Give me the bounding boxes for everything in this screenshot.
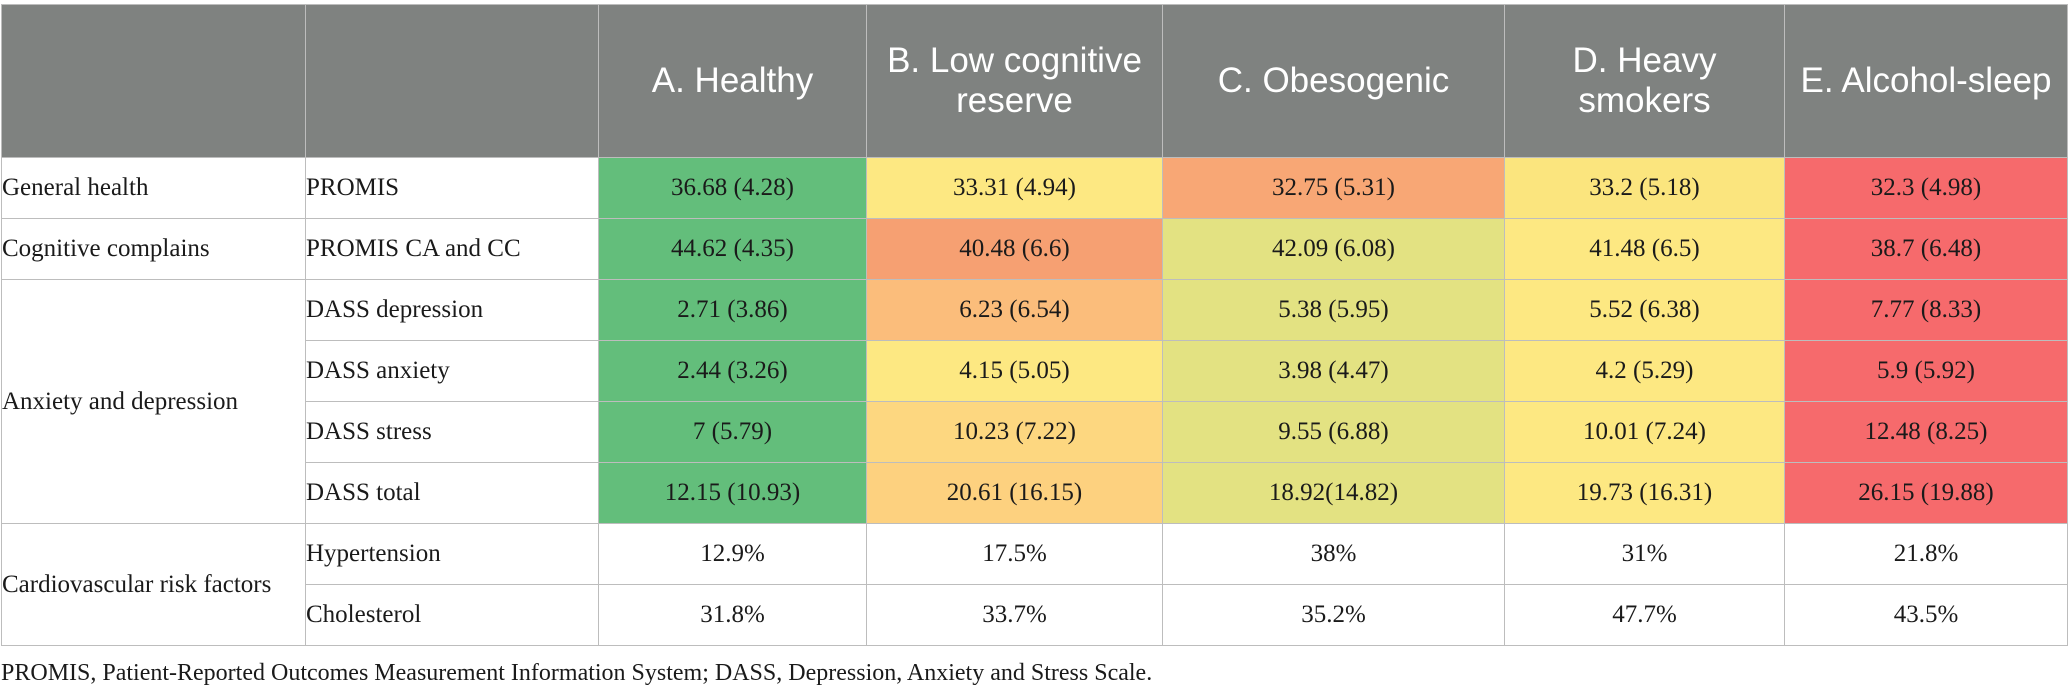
measure-label-cell: PROMIS CA and CC (305, 218, 599, 280)
value-cell: 5.52 (6.38) (1504, 279, 1785, 341)
value-cell: 3.98 (4.47) (1162, 340, 1505, 402)
table-row: Cholesterol 31.8% 33.7% 35.2% 47.7% 43.5% (2, 584, 2068, 646)
header-cell-alcohol-sleep: E. Alcohol-sleep (1784, 4, 2068, 158)
value-cell: 12.15 (10.93) (598, 462, 867, 524)
value-cell: 6.23 (6.54) (866, 279, 1163, 341)
value-cell: 33.2 (5.18) (1504, 157, 1785, 219)
group-label-cell: Anxiety and depression (1, 279, 306, 524)
header-cell-low-cognitive-reserve: B. Low cognitive reserve (866, 4, 1163, 158)
value-cell: 33.7% (866, 584, 1163, 646)
value-cell: 31% (1504, 523, 1785, 585)
table-row: DASS total 12.15 (10.93) 20.61 (16.15) 18.9… (2, 462, 2068, 524)
measure-label-cell: DASS depression (305, 279, 599, 341)
measure-label-cell: PROMIS (305, 157, 599, 219)
value-cell: 17.5% (866, 523, 1163, 585)
value-cell: 4.15 (5.05) (866, 340, 1163, 402)
value-cell: 32.3 (4.98) (1784, 157, 2068, 219)
value-cell: 32.75 (5.31) (1162, 157, 1505, 219)
value-cell: 20.61 (16.15) (866, 462, 1163, 524)
table-footnote: PROMIS, Patient-Reported Outcomes Measur… (1, 660, 1153, 686)
value-cell: 43.5% (1784, 584, 2068, 646)
value-cell: 4.2 (5.29) (1504, 340, 1785, 402)
value-cell: 10.23 (7.22) (866, 401, 1163, 463)
table-row: Cognitive complains PROMIS CA and CC 44.62… (1, 218, 2068, 280)
value-cell: 21.8% (1784, 523, 2068, 585)
value-cell: 7 (5.79) (598, 401, 867, 463)
group-label-cell: Cardiovascular risk factors (1, 523, 306, 646)
results-table: A. Healthy B. Low cognitive reserve C. O… (1, 4, 2068, 646)
table-row: Anxiety and depression DASS depression 2.7… (1, 279, 2068, 524)
measure-label-cell: DASS total (305, 462, 599, 524)
measure-label-cell: Cholesterol (305, 584, 599, 646)
value-cell: 31.8% (598, 584, 867, 646)
measure-label-cell: DASS stress (305, 401, 599, 463)
value-cell: 9.55 (6.88) (1162, 401, 1505, 463)
group-label-cell: General health (1, 157, 306, 219)
value-cell: 7.77 (8.33) (1784, 279, 2068, 341)
table-body: General health PROMIS 36.68 (4.28) 33.31 (4… (1, 157, 2068, 646)
value-cell: 38.7 (6.48) (1784, 218, 2068, 280)
value-cell: 35.2% (1162, 584, 1505, 646)
value-cell: 33.31 (4.94) (866, 157, 1163, 219)
value-cell: 18.92(14.82) (1162, 462, 1505, 524)
value-cell: 47.7% (1504, 584, 1785, 646)
value-cell: 41.48 (6.5) (1504, 218, 1785, 280)
value-cell: 26.15 (19.88) (1784, 462, 2068, 524)
value-cell: 19.73 (16.31) (1504, 462, 1785, 524)
measure-label-cell: Hypertension (305, 523, 599, 585)
table-row: DASS anxiety 2.44 (3.26) 4.15 (5.05) 3.98 (… (2, 340, 2068, 402)
value-cell: 12.48 (8.25) (1784, 401, 2068, 463)
value-cell: 38% (1162, 523, 1505, 585)
measure-label-cell: DASS anxiety (305, 340, 599, 402)
header-row: A. Healthy B. Low cognitive reserve C. O… (1, 4, 2068, 158)
value-cell: 2.44 (3.26) (598, 340, 867, 402)
header-cell-obesogenic: C. Obesogenic (1162, 4, 1505, 158)
value-cell: 10.01 (7.24) (1504, 401, 1785, 463)
value-cell: 12.9% (598, 523, 867, 585)
value-cell: 5.38 (5.95) (1162, 279, 1505, 341)
value-cell: 2.71 (3.86) (598, 279, 867, 341)
table-row: DASS stress 7 (5.79) 10.23 (7.22) 9.55 (6.8… (2, 401, 2068, 463)
header-cell-healthy: A. Healthy (598, 4, 867, 158)
value-cell: 36.68 (4.28) (598, 157, 867, 219)
table-row: General health PROMIS 36.68 (4.28) 33.31 (4… (1, 157, 2068, 219)
header-cell-group (1, 4, 306, 158)
table-row: Cardiovascular risk factors Hypertension 1… (1, 523, 2068, 646)
header-cell-measure (305, 4, 599, 158)
group-label-cell: Cognitive complains (1, 218, 306, 280)
value-cell: 42.09 (6.08) (1162, 218, 1505, 280)
value-cell: 44.62 (4.35) (598, 218, 867, 280)
value-cell: 40.48 (6.6) (866, 218, 1163, 280)
value-cell: 5.9 (5.92) (1784, 340, 2068, 402)
header-cell-heavy-smokers: D. Heavy smokers (1504, 4, 1785, 158)
